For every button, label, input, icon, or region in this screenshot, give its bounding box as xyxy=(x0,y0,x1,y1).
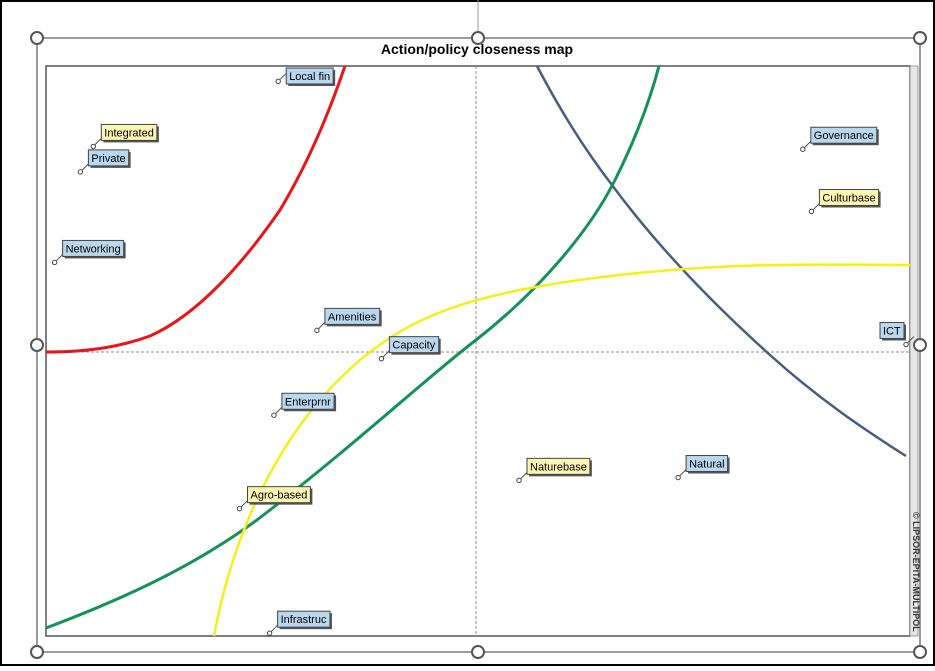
point-marker xyxy=(271,412,277,418)
point-marker xyxy=(314,327,320,334)
resize-handle-top[interactable] xyxy=(471,31,485,45)
point-label: Culturbase xyxy=(822,193,875,205)
curve-navy xyxy=(535,65,907,458)
point-label-box xyxy=(685,455,729,473)
points-layer: Local fin Integrated Private Networking Amen… xyxy=(51,67,915,636)
point-amenities: Amenities xyxy=(314,307,382,334)
point-marker xyxy=(378,355,385,362)
point-label: Natural xyxy=(689,459,724,471)
curve-red xyxy=(45,65,347,354)
point-capacity: Capacity xyxy=(378,336,441,362)
point-label-box xyxy=(281,392,335,410)
point-infrastruc: Infrastruc xyxy=(266,610,332,636)
point-marker xyxy=(90,143,97,150)
point-label-box xyxy=(810,126,878,144)
point-integrated: Integrated xyxy=(90,123,159,150)
point-marker xyxy=(516,477,522,484)
point-marker xyxy=(808,208,815,215)
point-label: Integrated xyxy=(104,127,154,139)
point-label-box xyxy=(526,457,591,475)
point-marker xyxy=(675,474,681,481)
point-ict: ICT xyxy=(879,322,915,348)
resize-handle-right[interactable] xyxy=(913,338,927,352)
resize-handle-bottom-right[interactable] xyxy=(913,645,927,659)
point-label-box xyxy=(62,239,125,257)
point-label: Capacity xyxy=(392,340,435,352)
point-marker xyxy=(77,169,84,175)
point-private: Private xyxy=(77,149,131,175)
point-label: ICT xyxy=(883,326,901,338)
point-marker xyxy=(903,341,909,348)
point-label-box xyxy=(87,149,130,167)
point-label: Infrastruc xyxy=(281,614,327,626)
point-enterprnr: Enterprnr xyxy=(271,392,337,418)
point-label: Agro-based xyxy=(251,490,308,502)
point-governance: Governance xyxy=(800,126,879,152)
point-label-box xyxy=(277,610,331,628)
point-label-box xyxy=(247,486,311,504)
resize-handle-bottom[interactable] xyxy=(471,645,485,659)
point-marker xyxy=(275,78,281,85)
point-label: Networking xyxy=(66,243,121,255)
point-marker xyxy=(266,630,273,636)
point-agro-based: Agro-based xyxy=(236,486,313,512)
point-label-box xyxy=(324,307,381,325)
chart-title: Action/policy closeness map xyxy=(381,41,573,57)
point-marker xyxy=(236,505,243,512)
point-label: Governance xyxy=(814,130,874,142)
point-label: Local fin xyxy=(289,71,330,83)
resize-handle-top-left[interactable] xyxy=(30,31,44,45)
resize-handles[interactable] xyxy=(30,31,927,659)
resize-handle-bottom-left[interactable] xyxy=(30,645,44,659)
point-label: Enterprnr xyxy=(285,396,331,408)
resize-handle-left[interactable] xyxy=(30,338,44,352)
point-label-box xyxy=(388,336,440,354)
point-culturbase: Culturbase xyxy=(808,189,881,215)
point-networking: Networking xyxy=(51,239,126,266)
point-label: Private xyxy=(91,153,125,165)
curve-green xyxy=(45,65,661,630)
point-natural: Natural xyxy=(675,455,730,481)
point-label-box xyxy=(818,189,880,206)
copyright-text: © LIPSOR-EPITA-MULTIPOL xyxy=(911,512,921,632)
point-label: Naturebase xyxy=(530,461,587,473)
point-local-fin: Local fin xyxy=(275,67,336,86)
point-naturebase: Naturebase xyxy=(516,457,592,484)
plot-frame xyxy=(45,65,911,637)
point-label-box xyxy=(100,123,158,141)
point-label: Amenities xyxy=(328,311,377,323)
point-label-box xyxy=(879,322,905,340)
resize-handle-top-right[interactable] xyxy=(913,31,927,45)
curve-yellow xyxy=(212,263,911,637)
point-label-box xyxy=(285,67,334,85)
curves-group xyxy=(45,65,911,637)
point-marker xyxy=(800,146,806,152)
point-marker xyxy=(51,259,58,266)
